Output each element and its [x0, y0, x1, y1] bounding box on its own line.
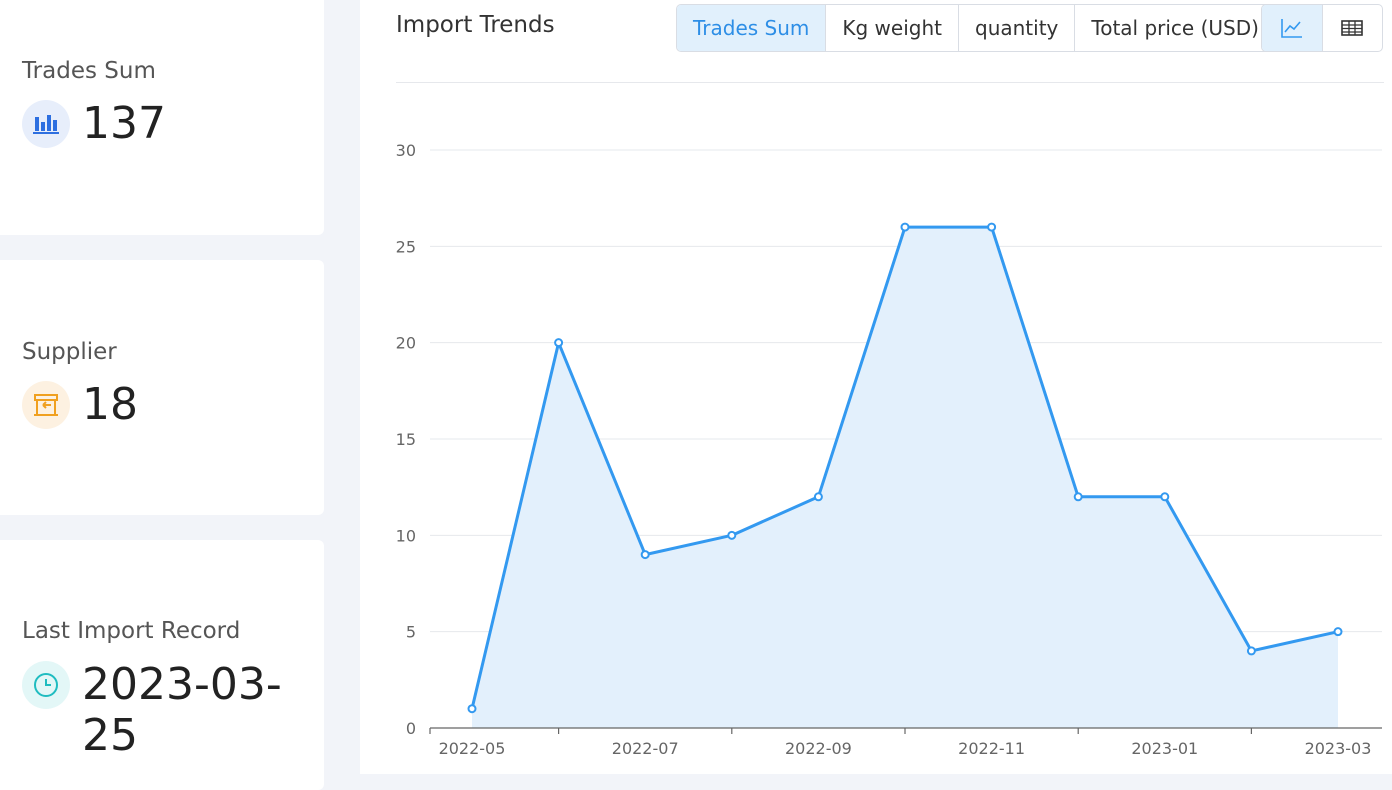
data-point[interactable] [554, 338, 564, 348]
line-view-button[interactable] [1262, 5, 1322, 51]
data-point[interactable] [900, 222, 910, 232]
y-tick-label: 15 [396, 430, 416, 449]
import-trends-panel: Import Trends Trades Sum Kg weight quant… [360, 0, 1392, 774]
y-tick-label: 10 [396, 526, 416, 545]
trend-chart: 0 5 10 15 20 25 30 2022-05 2022-07 2022-09 2022-1… [396, 141, 1382, 758]
data-point[interactable] [987, 222, 997, 232]
x-tick-label: 2022-07 [612, 739, 679, 758]
y-tick-label: 0 [406, 719, 416, 738]
data-point[interactable] [1333, 627, 1343, 637]
tab-kg-weight[interactable]: Kg weight [825, 5, 958, 51]
y-axis-labels: 0 5 10 15 20 25 30 [396, 141, 416, 738]
y-tick-label: 20 [396, 334, 416, 353]
trades-sum-label: Trades Sum [22, 58, 156, 84]
last-import-value: 2023-03-25 [82, 659, 282, 761]
bar-chart-icon [22, 100, 70, 148]
y-tick-label: 30 [396, 141, 416, 160]
data-point[interactable] [640, 550, 650, 560]
area-fill [472, 227, 1338, 729]
x-tick-label: 2023-01 [1131, 739, 1198, 758]
supplier-label: Supplier [22, 339, 117, 365]
tab-trades-sum[interactable]: Trades Sum [677, 5, 826, 51]
storefront-icon [22, 381, 70, 429]
view-toggle [1261, 4, 1383, 52]
x-tick-label: 2022-09 [785, 739, 852, 758]
data-point[interactable] [727, 530, 737, 540]
table-icon [1341, 20, 1364, 36]
supplier-value: 18 [82, 379, 138, 430]
x-axis-labels: 2022-05 2022-07 2022-09 2022-11 2023-01 2023-… [439, 739, 1372, 758]
tab-quantity[interactable]: quantity [958, 5, 1074, 51]
header-divider [396, 82, 1384, 83]
line-chart-icon [1280, 19, 1302, 38]
last-import-label: Last Import Record [22, 618, 241, 644]
x-tick-label: 2023-03 [1305, 739, 1372, 758]
x-tick-label: 2022-05 [439, 739, 506, 758]
clock-icon [22, 661, 70, 709]
data-point[interactable] [813, 492, 823, 502]
tab-total-price[interactable]: Total price (USD) [1074, 5, 1275, 51]
data-point[interactable] [467, 704, 477, 714]
data-point[interactable] [1073, 492, 1083, 502]
trades-sum-card: Trades Sum 137 [0, 0, 324, 235]
x-axis [429, 727, 1382, 734]
y-tick-label: 25 [396, 237, 416, 256]
last-import-card: Last Import Record 2023-03-25 [0, 540, 324, 790]
table-view-button[interactable] [1321, 5, 1383, 51]
chart-title: Import Trends [396, 12, 555, 38]
data-points [467, 222, 1343, 714]
data-point[interactable] [1246, 646, 1256, 656]
x-tick-label: 2022-11 [958, 739, 1025, 758]
y-tick-label: 5 [406, 623, 416, 642]
supplier-card: Supplier 18 [0, 260, 324, 515]
data-point[interactable] [1160, 492, 1170, 502]
trades-sum-value: 137 [82, 98, 166, 149]
metric-tabs: Trades Sum Kg weight quantity Total pric… [676, 4, 1276, 52]
